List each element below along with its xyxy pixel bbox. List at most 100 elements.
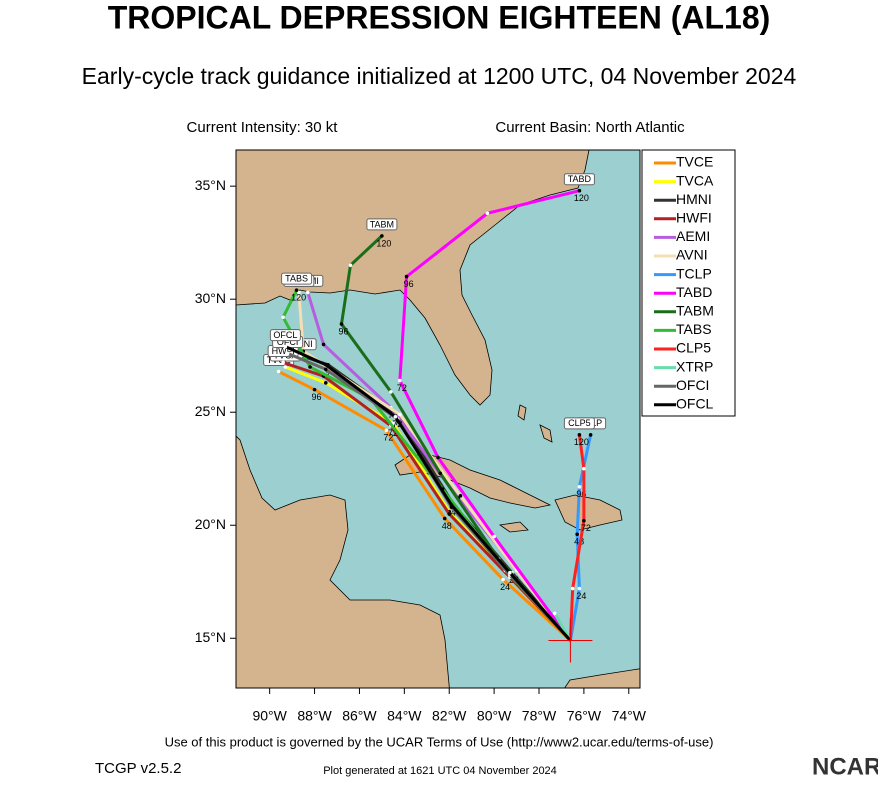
hour-label: 72 [397,383,407,393]
track-point [458,494,463,498]
terms: Use of this product is governed by the U… [165,734,714,749]
land-bahamas [517,404,527,421]
legend [641,149,736,417]
track-point [306,290,310,295]
x-tick-label: 82°W [432,708,467,724]
x-tick-label: 76°W [567,708,602,724]
track-point [588,433,593,437]
legend-label: TVCE [676,154,713,170]
track [284,345,572,642]
track-point [384,428,389,433]
x-tick-label: 88°W [297,708,332,724]
track-tag: TABD [568,174,592,184]
track-point [393,414,398,419]
hour-label: 120 [376,238,391,248]
hour-label: 72 [388,428,398,438]
hour-label: 120 [574,437,589,447]
legend-label: XTRP [676,358,713,374]
hour-label: 72 [383,433,393,443]
legend-label: TVCA [676,172,714,188]
track-point [449,503,454,507]
track-point [438,471,443,476]
track-point [348,263,353,268]
track-point [582,466,586,471]
track-point [570,586,575,591]
track-point [485,211,490,216]
track-tag: CLP5 [568,418,591,428]
x-tick-label: 90°W [252,708,287,724]
track-point [308,365,312,369]
track-point [492,534,496,539]
track-point [575,532,579,537]
version: TCGP v2.5.2 [95,760,181,777]
legend-label: TABD [676,284,712,300]
track-point [447,512,452,516]
hour-label: 96 [312,392,322,402]
track-point [577,586,582,591]
track-point [398,412,402,417]
map-frame [235,149,641,689]
track-point [285,351,290,356]
track-point [297,290,301,295]
track-point [281,315,285,320]
track-point [312,387,317,392]
track-tag-box [281,272,313,285]
track-point [582,518,586,523]
y-tick-label: 30°N [195,290,226,306]
basin: Current Basin: North Atlantic [495,119,685,136]
land-central-america [236,435,450,688]
legend-label: TCLP [676,265,712,281]
y-tick-label: 20°N [195,516,226,532]
track-point [323,381,328,385]
legend-label: TABS [676,321,712,337]
track-tag: OFCL [273,330,297,340]
track-tag-box [269,329,301,342]
track-point [501,577,505,582]
land-jamaica [498,521,529,533]
hour-label: 96 [404,279,414,289]
hour-label: 48 [442,521,452,531]
x-tick-label: 78°W [522,708,557,724]
x-tick-label: 80°W [477,708,512,724]
hour-label: 24 [500,582,510,592]
tracks: 24487296TVCETVCA24487296HMNI72HWFI72AEMI… [263,173,607,663]
legend-label: HWFI [676,210,712,226]
logo: NCAR [812,753,878,780]
legend-label: AVNI [676,247,708,263]
chart-subtitle: Early-cycle track guidance initialized a… [82,63,797,89]
track-point [508,570,512,575]
x-tick-label: 84°W [387,708,422,724]
hour-label: 96 [338,326,348,336]
hour-label: 120 [291,293,306,303]
track-point [323,367,328,372]
legend-label: AEMI [676,228,710,244]
legend-label: OFCL [676,396,714,412]
track-tag-box [563,173,595,186]
hour-label: 72 [392,419,402,429]
track-point [398,378,402,383]
track-point [380,234,384,238]
track-point [577,433,582,437]
legend-label: TABM [676,303,714,319]
track-tag: TABM [370,219,394,229]
track-point [281,360,285,365]
track-point [321,342,326,347]
legend-label: CLP5 [676,340,711,356]
track-point [283,344,288,349]
hour-label: 96 [576,489,586,499]
y-tick-label: 25°N [195,403,226,419]
track-point [577,188,582,193]
track-tag: OFCI [277,337,299,347]
track-tag-box [563,417,595,430]
hour-label: 72 [581,523,591,533]
chart-title: TROPICAL DEPRESSION EIGHTEEN (AL18) [108,0,771,35]
track [277,370,572,642]
track-point [283,365,288,369]
track-tag: TABS [285,274,308,284]
track-point [323,362,328,367]
track-point [276,369,281,374]
y-tick-label: 35°N [195,177,226,193]
track-point [436,455,440,460]
track-point [552,611,557,616]
